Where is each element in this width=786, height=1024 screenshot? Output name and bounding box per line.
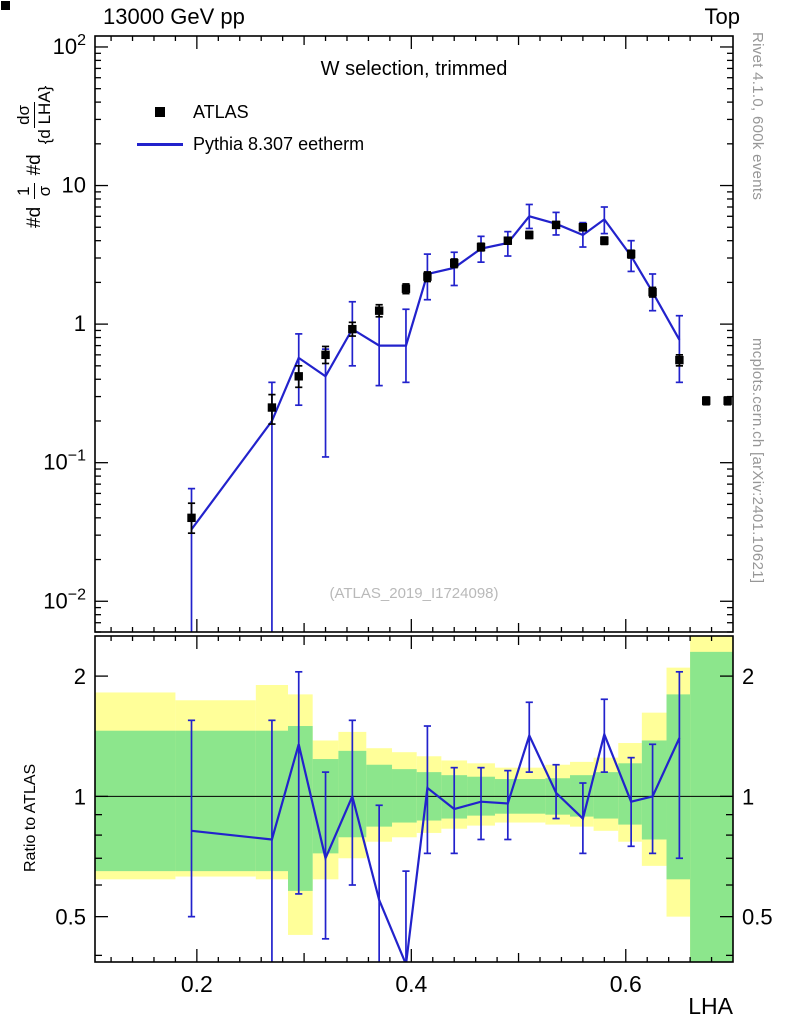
atlas-data-point bbox=[267, 403, 277, 412]
atlas-data-point bbox=[525, 230, 534, 240]
ylabel-denominator-1: σ bbox=[35, 185, 55, 197]
ratio-y-tick-label-right: 2 bbox=[742, 664, 754, 689]
line-marker-icon bbox=[137, 142, 183, 146]
ratio-y-tick-label: 1 bbox=[74, 784, 86, 809]
ratio-y-axis-label: Ratio to ATLAS bbox=[22, 763, 39, 872]
main-plot-area bbox=[187, 203, 732, 632]
x-tick-label: 0.6 bbox=[610, 971, 642, 997]
ylabel-fraction-2: dσ {d LHA} bbox=[14, 84, 55, 147]
main-y-tick-label: 102 bbox=[53, 32, 86, 59]
atlas-data-point bbox=[626, 249, 636, 259]
x-tick-label: 0.4 bbox=[395, 971, 427, 997]
legend-label-pythia: Pythia 8.307 eetherm bbox=[193, 133, 365, 154]
x-tick-label: 0.2 bbox=[181, 971, 213, 997]
ratio-y-tick-label-right: 0.5 bbox=[742, 905, 773, 930]
atlas-data-point bbox=[294, 372, 303, 381]
panel-frame bbox=[94, 35, 734, 633]
legend-label-atlas: ATLAS bbox=[193, 101, 249, 122]
atlas-data-point bbox=[578, 223, 588, 232]
inner-band-segment bbox=[690, 651, 733, 962]
ylabel-numerator-2: dσ bbox=[14, 101, 36, 128]
panel-frame bbox=[94, 635, 734, 963]
analysis-watermark: (ATLAS_2019_I1724098) bbox=[329, 585, 499, 602]
main-y-tick-label: 1 bbox=[74, 311, 86, 336]
inner-band-segment bbox=[95, 730, 176, 872]
legend-item-atlas: ATLAS bbox=[137, 96, 364, 128]
ylabel-prefix-2: #d bbox=[23, 154, 45, 176]
atlas-data-point bbox=[401, 284, 411, 293]
ratio-plot-area bbox=[95, 636, 733, 962]
mcplots-reference-note: mcplots.cern.ch [arXiv:2401.10621] bbox=[749, 338, 766, 584]
atlas-data-point bbox=[701, 396, 711, 405]
atlas-data-point bbox=[374, 306, 384, 315]
inner-band-segment bbox=[641, 740, 667, 840]
atlas-data-point bbox=[648, 287, 657, 297]
atlas-data-point bbox=[450, 259, 459, 268]
legend-item-pythia: Pythia 8.307 eetherm bbox=[137, 128, 364, 160]
inner-band-segment bbox=[392, 769, 417, 823]
inner-band-segment bbox=[618, 763, 642, 825]
ratio-y-tick-label: 2 bbox=[74, 664, 86, 689]
atlas-data-point bbox=[187, 513, 196, 523]
atlas-data-point bbox=[723, 396, 732, 405]
main-y-tick-label: 10−2 bbox=[43, 586, 86, 613]
x-axis-label: LHA bbox=[688, 993, 733, 1019]
corner-mark bbox=[1, 1, 10, 10]
header-process: Top bbox=[704, 4, 740, 29]
ratio-y-tick-label-right: 1 bbox=[742, 784, 754, 809]
atlas-data-point bbox=[675, 355, 684, 365]
atlas-data-point bbox=[600, 236, 609, 245]
generator-version-note: Rivet 4.1.0, 600k events bbox=[749, 32, 766, 201]
inner-band-segment bbox=[666, 694, 691, 880]
atlas-data-point bbox=[503, 236, 513, 245]
ratio-y-tick-label: 0.5 bbox=[55, 905, 86, 930]
pythia-curve bbox=[190, 215, 681, 531]
legend: ATLAS Pythia 8.307 eetherm bbox=[137, 96, 364, 160]
pythia-line-swatch bbox=[137, 142, 183, 146]
ylabel-prefix-1: #d bbox=[23, 206, 45, 228]
atlas-data-point bbox=[551, 220, 561, 230]
atlas-data-point bbox=[348, 324, 357, 334]
square-marker-icon bbox=[155, 107, 165, 117]
plot-title: W selection, trimmed bbox=[320, 58, 508, 80]
inner-band-segment bbox=[593, 772, 619, 819]
ylabel-denominator-2: {d LHA} bbox=[35, 85, 55, 145]
atlas-data-point bbox=[423, 272, 432, 281]
main-y-tick-label: 10−1 bbox=[43, 448, 86, 475]
atlas-data-point bbox=[476, 242, 486, 252]
inner-band-segment bbox=[175, 730, 256, 872]
header-beam-info: 13000 GeV pp bbox=[103, 4, 245, 29]
ylabel-numerator-1: 1 bbox=[14, 183, 36, 199]
ratio-curve bbox=[191, 730, 681, 962]
main-y-tick-label: 10 bbox=[62, 173, 86, 198]
atlas-data-point bbox=[321, 350, 330, 360]
atlas-marker-swatch bbox=[137, 107, 183, 117]
